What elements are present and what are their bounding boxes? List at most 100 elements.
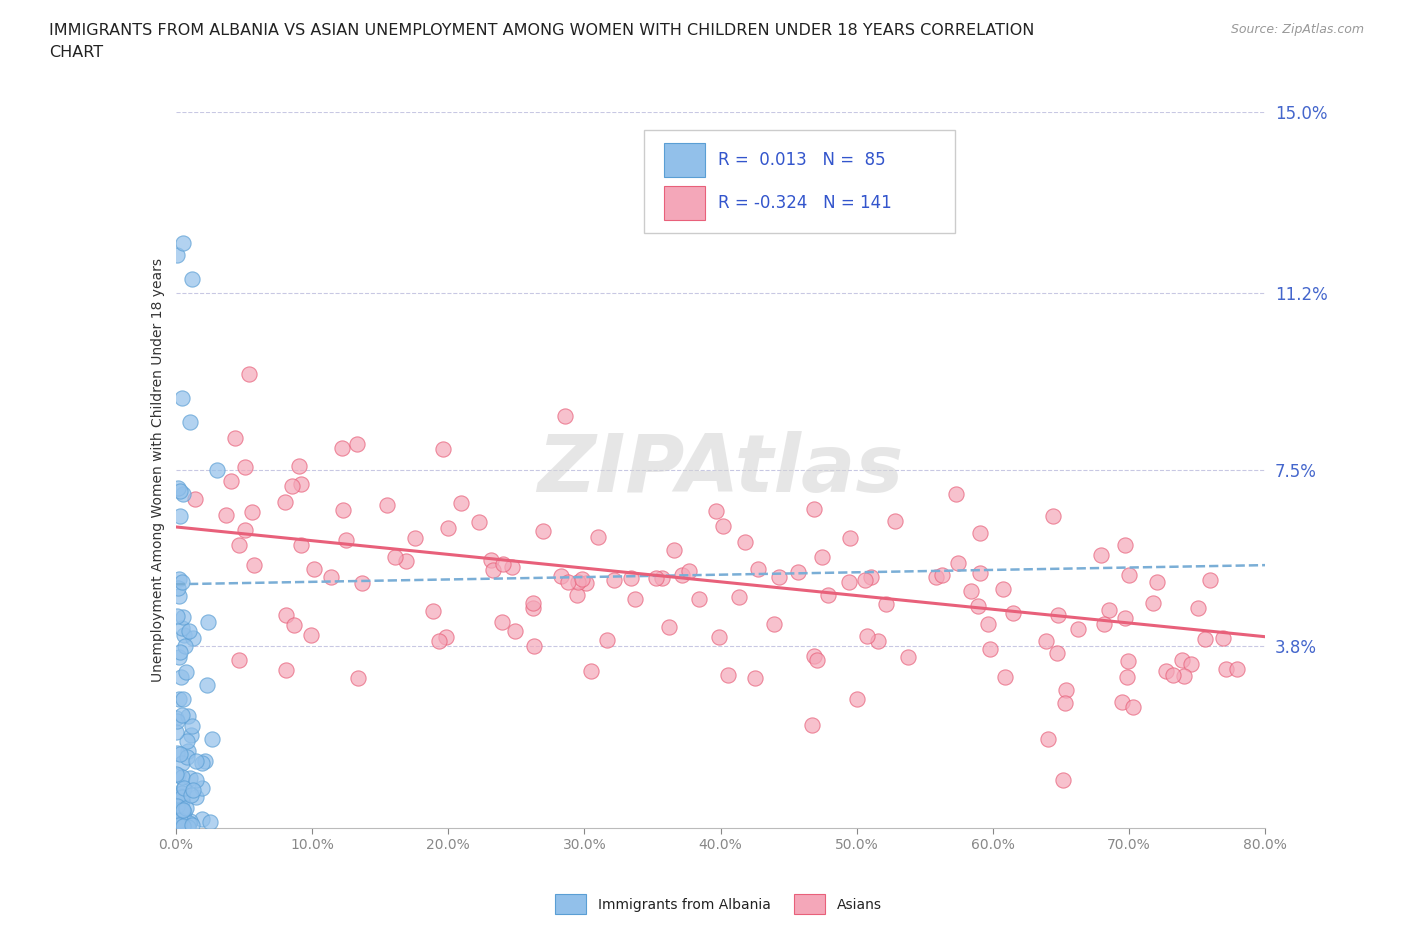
Point — [491, 556, 513, 571]
Point — [1042, 508, 1064, 523]
Point — [165, 766, 187, 781]
Y-axis label: Unemployment Among Women with Children Under 18 years: Unemployment Among Women with Children U… — [150, 258, 165, 682]
Text: Source: ZipAtlas.com: Source: ZipAtlas.com — [1230, 23, 1364, 36]
Point — [173, 814, 195, 829]
Point — [179, 816, 201, 830]
Point — [432, 442, 454, 457]
Point — [1098, 603, 1121, 618]
Point — [946, 556, 969, 571]
Point — [969, 566, 991, 581]
Point — [801, 717, 824, 732]
Point — [1114, 611, 1136, 626]
Point — [172, 486, 194, 501]
Point — [166, 247, 188, 262]
Point — [768, 569, 790, 584]
Point — [319, 569, 342, 584]
Point — [1036, 731, 1059, 746]
Point — [1092, 617, 1115, 631]
Point — [436, 521, 458, 536]
Text: Asians: Asians — [837, 897, 882, 912]
Point — [165, 725, 187, 740]
Point — [554, 408, 576, 423]
Point — [191, 812, 214, 827]
Point — [201, 732, 224, 747]
Point — [1054, 683, 1077, 698]
Point — [172, 803, 194, 817]
Point — [347, 671, 370, 685]
Point — [1116, 670, 1139, 684]
Point — [375, 498, 398, 512]
Point — [838, 575, 860, 590]
Point — [197, 615, 219, 630]
Point — [623, 591, 645, 606]
Point — [215, 507, 238, 522]
Point — [1118, 567, 1140, 582]
Point — [1226, 661, 1249, 676]
Point — [522, 596, 544, 611]
Point — [167, 481, 190, 496]
Point — [671, 567, 693, 582]
Point — [1187, 601, 1209, 616]
Point — [228, 538, 250, 552]
Point — [991, 582, 1014, 597]
Point — [166, 746, 188, 761]
Point — [658, 620, 681, 635]
Point — [276, 662, 298, 677]
Point — [181, 272, 204, 286]
Point — [762, 617, 785, 631]
Point — [283, 618, 305, 632]
Point — [243, 557, 266, 572]
Point — [167, 803, 190, 817]
Point — [330, 441, 353, 456]
Point — [1199, 573, 1222, 588]
Point — [169, 813, 191, 828]
Point — [1053, 695, 1076, 710]
Point — [1154, 664, 1177, 679]
Point — [860, 570, 883, 585]
Point — [174, 665, 197, 680]
Point — [184, 772, 207, 787]
Point — [169, 798, 191, 813]
Point — [1173, 669, 1195, 684]
Point — [207, 462, 229, 477]
Point — [167, 767, 190, 782]
Point — [501, 559, 523, 574]
Point — [169, 644, 191, 659]
Point — [436, 630, 458, 644]
Point — [166, 816, 188, 830]
Point — [404, 531, 426, 546]
Point — [179, 788, 201, 803]
Point — [176, 734, 198, 749]
Point — [1066, 621, 1088, 636]
Point — [976, 617, 998, 631]
Point — [1215, 662, 1237, 677]
Point — [711, 518, 734, 533]
Point — [575, 575, 598, 590]
Point — [172, 575, 194, 590]
Point — [173, 628, 195, 643]
Point — [567, 575, 589, 590]
Point — [897, 650, 920, 665]
Point — [1118, 653, 1140, 668]
Point — [845, 691, 868, 706]
Point — [707, 630, 730, 644]
Point — [522, 600, 544, 615]
Point — [482, 563, 505, 578]
Point — [866, 633, 889, 648]
Point — [651, 571, 673, 586]
Point — [179, 415, 201, 430]
Point — [170, 786, 193, 801]
Point — [1122, 699, 1144, 714]
Point — [166, 799, 188, 814]
Point — [523, 639, 546, 654]
Point — [195, 678, 218, 693]
Point — [853, 572, 876, 587]
Point — [1114, 538, 1136, 552]
Point — [479, 552, 502, 567]
Point — [180, 727, 202, 742]
Point — [167, 571, 190, 586]
Point — [395, 554, 418, 569]
Point — [166, 580, 188, 595]
Point — [747, 562, 769, 577]
Point — [170, 789, 193, 804]
